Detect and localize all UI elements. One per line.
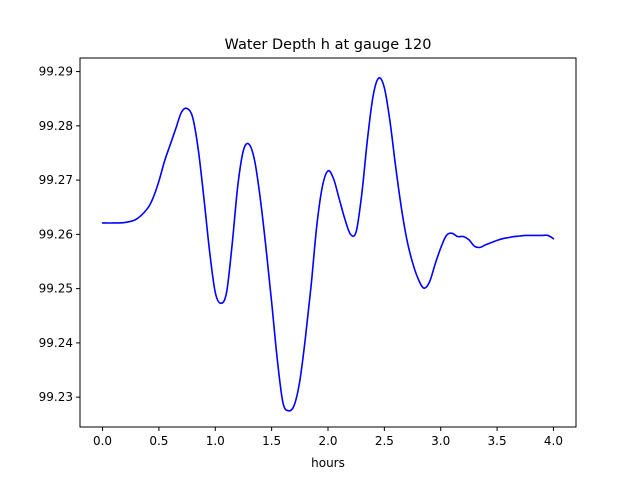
y-tick-label: 99.29 (39, 65, 73, 79)
y-tick-label: 99.24 (39, 336, 73, 350)
x-tick-label: 0.0 (93, 434, 112, 448)
x-tick-label: 3.0 (431, 434, 450, 448)
x-tick-label: 1.0 (206, 434, 225, 448)
x-tick-label: 1.5 (262, 434, 281, 448)
y-tick-label: 99.23 (39, 390, 73, 404)
y-tick-label: 99.28 (39, 119, 73, 133)
series-line (101, 77, 555, 412)
axis-ticks: 0.0 0.5 1.0 1.5 2.0 2.5 3.0 3.5 4.0 99.23 99.24 99.… (39, 65, 563, 448)
x-tick-label: 3.5 (488, 434, 507, 448)
y-tick-label: 99.27 (39, 173, 73, 187)
x-tick-label: 0.5 (149, 434, 168, 448)
x-tick-label: 2.0 (318, 434, 337, 448)
x-tick-label: 2.5 (375, 434, 394, 448)
x-axis-label: hours (311, 456, 345, 470)
x-tick-label: 4.0 (544, 434, 563, 448)
y-tick-label: 99.25 (39, 282, 73, 296)
chart-title: Water Depth h at gauge 120 (225, 37, 432, 53)
y-tick-label: 99.26 (39, 227, 73, 241)
plot-area-frame (79, 57, 577, 428)
plot-marks (101, 77, 555, 412)
